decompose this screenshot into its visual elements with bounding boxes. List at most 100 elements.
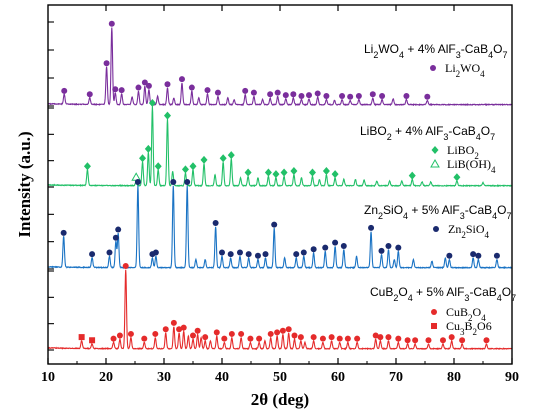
peak-marker bbox=[245, 251, 252, 258]
peak-marker bbox=[355, 92, 362, 99]
peak-marker bbox=[306, 92, 312, 99]
peak-marker bbox=[170, 179, 177, 185]
peak-marker bbox=[110, 335, 117, 342]
peak-marker bbox=[272, 170, 280, 179]
pattern-line bbox=[47, 106, 513, 188]
peak-marker bbox=[264, 168, 272, 177]
peak-marker bbox=[202, 334, 209, 341]
peak-marker bbox=[236, 249, 243, 256]
x-tick-label: 10 bbox=[41, 370, 55, 385]
peak-marker bbox=[141, 79, 148, 86]
peak-marker bbox=[247, 335, 254, 342]
peak-marker bbox=[188, 84, 195, 91]
peak-marker bbox=[204, 87, 211, 94]
pattern-line bbox=[47, 269, 513, 351]
peak-marker bbox=[300, 249, 307, 256]
x-tick-label: 30 bbox=[157, 370, 171, 385]
peak-marker bbox=[112, 86, 119, 93]
peak-marker bbox=[403, 92, 410, 99]
peak-marker bbox=[310, 246, 317, 253]
peak-marker bbox=[328, 334, 335, 341]
peak-marker bbox=[154, 162, 162, 171]
peak-marker bbox=[290, 166, 298, 175]
peak-marker bbox=[377, 334, 384, 341]
peak-marker bbox=[267, 91, 274, 98]
panel-title: Zn2SiO4 + 5% AlF3-CaB4O7 bbox=[364, 203, 512, 221]
peak-marker bbox=[280, 168, 288, 177]
peak-marker bbox=[271, 221, 278, 228]
peak-marker bbox=[267, 330, 274, 337]
peak-marker bbox=[408, 171, 416, 180]
x-tick-label: 80 bbox=[447, 370, 461, 385]
peak-marker bbox=[425, 337, 432, 344]
peak-marker bbox=[242, 87, 249, 94]
peak-marker bbox=[78, 334, 85, 341]
peak-marker bbox=[395, 335, 402, 342]
peak-marker bbox=[181, 165, 189, 174]
peak-marker bbox=[291, 332, 298, 339]
legend-symbol bbox=[433, 226, 439, 232]
peak-marker bbox=[227, 251, 234, 258]
peak-marker bbox=[122, 263, 129, 269]
legend-label: LiB(OH)4 bbox=[447, 157, 496, 175]
x-tick-label: 90 bbox=[505, 370, 519, 385]
peak-marker bbox=[176, 326, 183, 333]
peak-marker bbox=[200, 155, 208, 164]
peak-marker bbox=[178, 76, 185, 83]
panel-title: Li2WO4 + 4% AlF3-CaB4O7 bbox=[364, 42, 507, 60]
legend-label: Li2WO4 bbox=[445, 61, 485, 79]
peak-marker bbox=[308, 168, 316, 177]
peak-marker bbox=[354, 335, 361, 342]
legend-symbol bbox=[431, 323, 437, 329]
x-tick-label: 40 bbox=[215, 370, 229, 385]
peak-marker bbox=[347, 93, 354, 100]
peak-marker bbox=[60, 229, 67, 236]
peak-marker bbox=[106, 249, 113, 256]
peak-marker bbox=[115, 226, 122, 233]
peak-marker bbox=[344, 335, 351, 342]
peak-marker bbox=[322, 166, 330, 175]
peak-marker bbox=[189, 162, 197, 171]
peak-marker bbox=[219, 249, 225, 256]
peak-marker bbox=[339, 92, 346, 99]
peak-marker bbox=[61, 87, 68, 94]
peak-marker bbox=[369, 91, 376, 98]
peak-marker bbox=[378, 247, 385, 254]
x-tick-label: 60 bbox=[331, 370, 345, 385]
peak-marker bbox=[314, 90, 321, 97]
peak-marker bbox=[310, 334, 317, 341]
peak-marker bbox=[256, 335, 263, 342]
legend-label: Zn2SiO4 bbox=[448, 222, 490, 240]
peak-marker bbox=[319, 335, 326, 342]
axis-labels: 2θ (deg) Intensity (a.u.) bbox=[15, 131, 309, 409]
peak-marker bbox=[448, 334, 455, 341]
x-tick-label: 20 bbox=[99, 370, 113, 385]
peak-marker bbox=[162, 326, 169, 333]
peak-marker bbox=[145, 82, 152, 89]
peak-marker bbox=[118, 87, 125, 94]
peak-marker bbox=[141, 335, 148, 342]
pattern-line bbox=[47, 27, 513, 107]
legend-label: CuB2O4 bbox=[446, 305, 486, 323]
legend-symbol bbox=[430, 158, 440, 168]
legend-label: Cu3B2O6 bbox=[446, 319, 492, 337]
peak-marker bbox=[439, 337, 446, 344]
peak-marker bbox=[89, 251, 96, 258]
peak-marker bbox=[144, 144, 152, 153]
peak-marker bbox=[395, 244, 402, 251]
peak-marker bbox=[493, 252, 500, 259]
peak-marker bbox=[219, 154, 227, 163]
peak-marker bbox=[135, 84, 142, 91]
peak-marker bbox=[282, 92, 289, 99]
peak-marker bbox=[285, 326, 292, 333]
peak-marker bbox=[244, 168, 252, 177]
peak-marker bbox=[274, 329, 281, 336]
peak-marker bbox=[262, 251, 269, 258]
peak-marker bbox=[127, 330, 134, 337]
peak-marker bbox=[322, 244, 329, 251]
peak-marker bbox=[152, 249, 159, 256]
peak-marker bbox=[86, 91, 93, 98]
peak-marker bbox=[163, 111, 171, 120]
peak-marker bbox=[250, 89, 257, 96]
